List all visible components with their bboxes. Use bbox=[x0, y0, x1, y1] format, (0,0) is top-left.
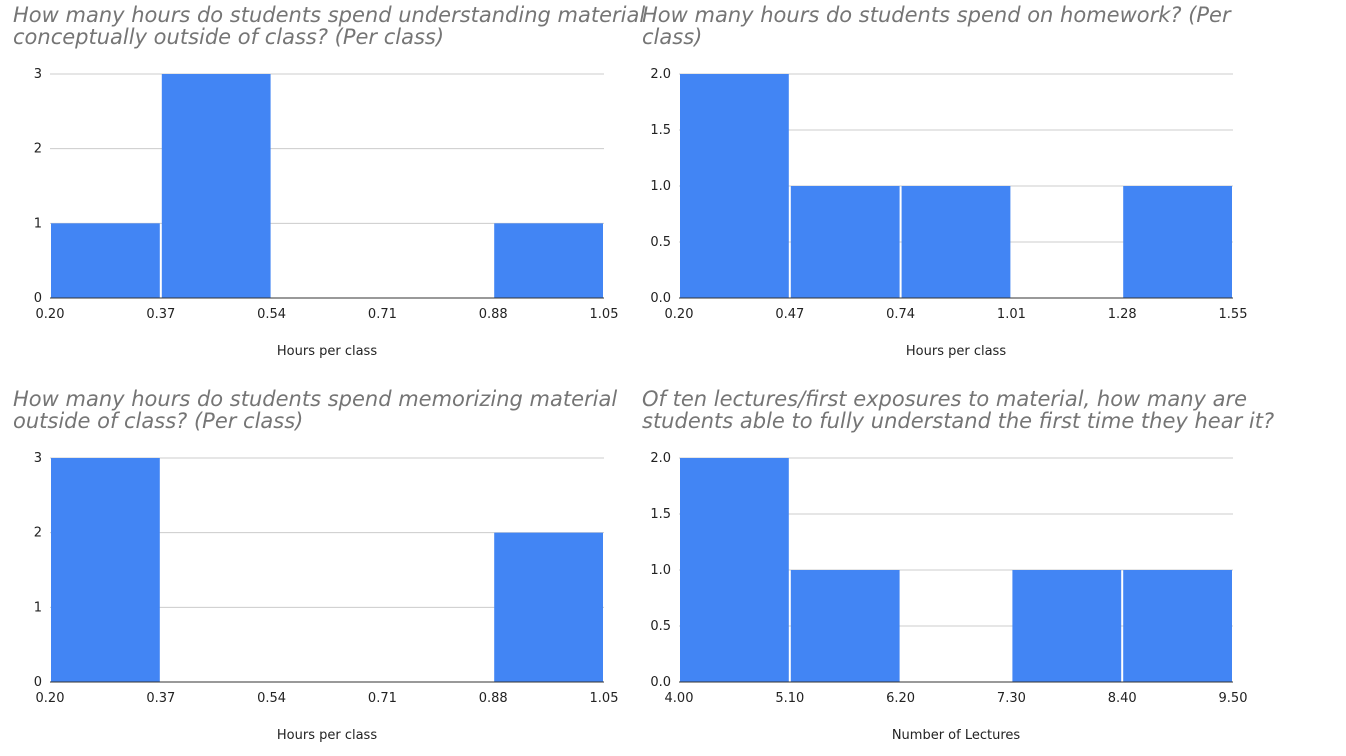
histogram-bar bbox=[494, 532, 603, 682]
y-tick-label: 1 bbox=[34, 600, 42, 615]
y-tick-label: 0.5 bbox=[650, 235, 671, 250]
x-tick-label: 0.54 bbox=[257, 691, 286, 706]
histogram-bar bbox=[680, 458, 789, 682]
x-tick-label: 4.00 bbox=[665, 691, 694, 706]
x-tick-label: 1.01 bbox=[997, 307, 1026, 322]
y-tick-label: 1.0 bbox=[650, 179, 671, 194]
x-tick-label: 0.71 bbox=[368, 307, 397, 322]
x-tick-label: 0.54 bbox=[257, 307, 286, 322]
x-tick-label: 0.20 bbox=[665, 307, 694, 322]
chart-svg: 0 1 2 3 0.20 0.37 0.54 0.71 0.88 1.05 Hours per cl… bbox=[34, 451, 619, 743]
chart-title: How many hours do students spend memoriz… bbox=[13, 387, 618, 433]
histogram-bar bbox=[494, 223, 603, 298]
y-tick-label: 0 bbox=[34, 291, 42, 306]
chart-svg: 0 1 2 3 0.20 0.37 0.54 0.71 0.88 1.05 Hours per cl… bbox=[34, 67, 619, 359]
chart-svg: 0.0 0.5 1.0 1.5 2.0 0.20 0.47 0.74 1.01 1.28 1.55 H… bbox=[650, 67, 1248, 359]
histogram-bar bbox=[1123, 186, 1232, 298]
x-axis-title: Hours per class bbox=[277, 344, 377, 359]
y-tick-label: 0.5 bbox=[650, 619, 671, 634]
x-axis-title: Hours per class bbox=[277, 728, 377, 743]
x-tick-label: 0.71 bbox=[368, 691, 397, 706]
y-tick-label: 2 bbox=[34, 526, 42, 541]
y-tick-label: 1.5 bbox=[650, 123, 671, 138]
x-axis-title: Hours per class bbox=[906, 344, 1006, 359]
histogram-bar bbox=[790, 186, 900, 298]
x-tick-label: 1.05 bbox=[590, 691, 619, 706]
x-tick-label: 0.88 bbox=[479, 691, 508, 706]
x-tick-label: 0.37 bbox=[146, 307, 175, 322]
x-tick-label: 0.47 bbox=[775, 307, 804, 322]
y-tick-label: 3 bbox=[34, 67, 42, 82]
histogram-bar bbox=[51, 458, 160, 682]
histogram-bar bbox=[1012, 570, 1122, 682]
y-tick-label: 0.0 bbox=[650, 675, 671, 690]
chart-panel-memorizing: How many hours do students spend memoriz… bbox=[0, 384, 673, 756]
x-tick-label: 1.28 bbox=[1108, 307, 1137, 322]
chart-svg: 0.0 0.5 1.0 1.5 2.0 4.00 5.10 6.20 7.30 8.40 9.50 N… bbox=[650, 451, 1248, 743]
x-tick-label: 0.20 bbox=[36, 691, 65, 706]
x-tick-label: 6.20 bbox=[886, 691, 915, 706]
y-tick-label: 0.0 bbox=[650, 291, 671, 306]
histogram-bar bbox=[680, 74, 789, 298]
x-tick-label: 7.30 bbox=[997, 691, 1026, 706]
x-tick-label: 1.05 bbox=[590, 307, 619, 322]
y-tick-label: 3 bbox=[34, 451, 42, 466]
chart-title: How many hours do students spend underst… bbox=[13, 3, 646, 49]
x-tick-label: 0.74 bbox=[886, 307, 915, 322]
y-tick-label: 2 bbox=[34, 142, 42, 157]
x-tick-label: 0.20 bbox=[36, 307, 65, 322]
x-tick-label: 1.55 bbox=[1219, 307, 1248, 322]
chart-title: Of ten lectures/first exposures to mater… bbox=[642, 387, 1275, 433]
x-tick-label: 9.50 bbox=[1219, 691, 1248, 706]
histogram-bar bbox=[790, 570, 900, 682]
chart-panel-homework: How many hours do students spend on home… bbox=[629, 0, 1302, 372]
y-tick-label: 1.5 bbox=[650, 507, 671, 522]
histogram-bar bbox=[901, 186, 1011, 298]
chart-panel-lectures: Of ten lectures/first exposures to mater… bbox=[629, 384, 1302, 756]
x-tick-label: 8.40 bbox=[1108, 691, 1137, 706]
y-tick-label: 0 bbox=[34, 675, 42, 690]
x-tick-label: 5.10 bbox=[775, 691, 804, 706]
histogram-bar bbox=[51, 223, 160, 298]
histogram-bar bbox=[161, 74, 271, 298]
y-tick-label: 2.0 bbox=[650, 451, 671, 466]
histogram-bar bbox=[1123, 570, 1232, 682]
y-tick-label: 2.0 bbox=[650, 67, 671, 82]
x-axis-title: Number of Lectures bbox=[892, 728, 1021, 743]
x-tick-label: 0.37 bbox=[146, 691, 175, 706]
x-tick-label: 0.88 bbox=[479, 307, 508, 322]
chart-title: How many hours do students spend on home… bbox=[642, 3, 1231, 49]
chart-panel-conceptual: How many hours do students spend underst… bbox=[0, 0, 673, 372]
y-tick-label: 1 bbox=[34, 216, 42, 231]
y-tick-label: 1.0 bbox=[650, 563, 671, 578]
